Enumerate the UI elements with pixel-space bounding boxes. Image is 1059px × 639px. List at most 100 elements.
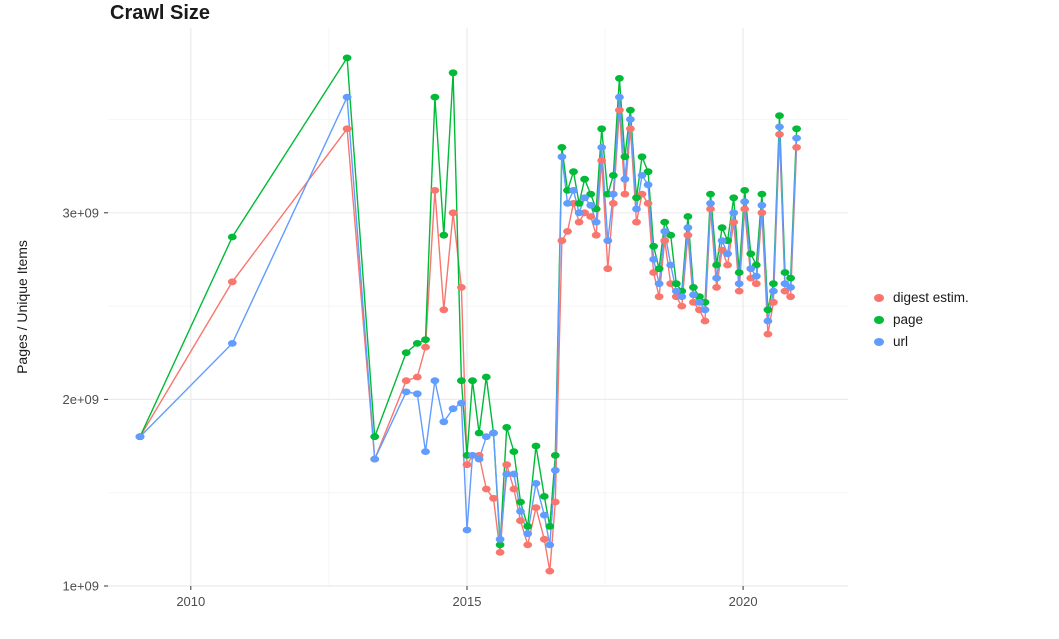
plot-layer: 1e+09 2e+09 3e+09 2010 2015 2020 <box>62 28 848 609</box>
data-point <box>649 242 658 250</box>
data-point <box>370 433 380 441</box>
data-point <box>557 144 567 151</box>
data-point <box>370 455 380 463</box>
data-point <box>660 228 670 235</box>
data-point <box>660 237 670 245</box>
data-point <box>502 470 512 478</box>
data-point <box>608 200 618 207</box>
data-point <box>723 250 732 258</box>
data-point <box>717 224 727 232</box>
data-point <box>509 470 519 478</box>
data-point <box>563 228 572 235</box>
data-point <box>342 93 352 101</box>
data-point <box>637 153 647 161</box>
data-point <box>780 269 790 276</box>
data-point <box>615 93 624 101</box>
data-point <box>474 429 484 437</box>
data-point <box>603 237 613 245</box>
data-point <box>574 200 584 207</box>
data-point <box>671 280 681 288</box>
legend-item-label: url <box>893 334 909 349</box>
data-point <box>545 541 555 549</box>
data-point <box>557 153 567 161</box>
data-point <box>468 452 477 459</box>
data-point <box>632 218 641 226</box>
data-point <box>550 466 560 474</box>
data-point <box>468 377 477 385</box>
data-point <box>342 54 352 62</box>
data-point <box>448 209 458 217</box>
data-point <box>597 157 607 164</box>
data-point <box>717 237 727 245</box>
data-point <box>706 205 715 213</box>
data-point <box>683 224 693 232</box>
data-point <box>457 377 466 385</box>
data-point <box>769 287 778 295</box>
data-point <box>757 209 767 217</box>
data-point <box>421 336 430 344</box>
data-point <box>729 194 739 202</box>
data-point <box>489 429 498 437</box>
data-point <box>550 452 560 459</box>
legend: digest estim. page url <box>874 290 969 349</box>
data-point <box>671 287 681 295</box>
data-point <box>550 498 560 506</box>
data-point <box>569 187 578 194</box>
data-point <box>654 265 664 273</box>
data-point <box>591 218 601 226</box>
legend-item-page: page <box>874 312 969 327</box>
data-point <box>580 175 589 183</box>
data-point <box>569 168 578 176</box>
data-point <box>666 261 676 269</box>
data-point <box>706 190 715 198</box>
data-point <box>734 269 744 276</box>
data-point <box>412 390 422 398</box>
data-point <box>516 508 525 515</box>
data-point <box>580 194 589 202</box>
data-point <box>586 201 596 209</box>
data-point <box>626 116 635 123</box>
data-point <box>734 280 744 288</box>
data-point <box>401 349 411 357</box>
data-point <box>489 494 498 502</box>
data-point <box>342 125 352 133</box>
data-point <box>597 144 607 151</box>
data-point <box>481 373 491 381</box>
data-point <box>677 302 687 310</box>
data-point <box>509 448 519 455</box>
data-point <box>763 306 773 314</box>
data-point <box>531 504 541 511</box>
data-point <box>481 433 491 441</box>
data-point <box>700 317 710 325</box>
legend-item-label: page <box>893 312 924 327</box>
data-point <box>769 298 778 306</box>
data-point <box>712 274 721 282</box>
data-point <box>603 265 613 273</box>
data-point <box>531 442 541 450</box>
data-point <box>729 209 739 217</box>
data-point <box>775 123 784 131</box>
data-point <box>654 293 664 301</box>
data-point <box>421 448 430 455</box>
data-point <box>448 405 458 413</box>
data-point <box>430 377 440 385</box>
data-point <box>626 106 635 114</box>
data-point <box>734 287 744 295</box>
data-point <box>412 340 422 347</box>
data-point <box>401 388 411 396</box>
data-point <box>457 399 466 407</box>
data-point <box>757 190 767 198</box>
data-point <box>574 218 584 226</box>
data-point <box>523 522 533 530</box>
x-tick-label: 2010 <box>176 594 205 609</box>
data-point <box>523 541 533 549</box>
digest-series-dot-icon <box>874 293 884 302</box>
data-point <box>539 535 549 543</box>
data-point <box>740 205 750 213</box>
legend-item-label: digest estim. <box>893 290 969 305</box>
data-point <box>545 522 555 530</box>
data-point <box>430 187 440 194</box>
data-point <box>539 493 549 500</box>
data-point <box>626 125 635 133</box>
